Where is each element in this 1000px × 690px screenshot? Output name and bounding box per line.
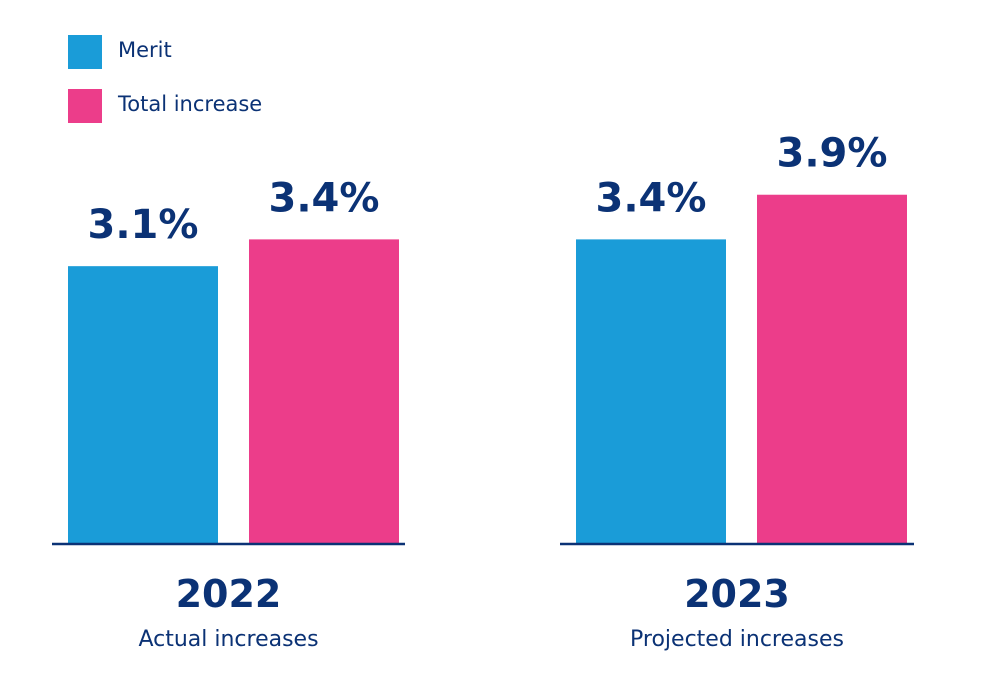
legend-label-merit: Merit: [118, 38, 172, 62]
category-label-2023: 2023: [684, 572, 790, 616]
legend-item-merit: Merit: [68, 35, 172, 69]
bar-merit-2023: [576, 239, 726, 543]
bar-total-increase-2023: [757, 194, 907, 544]
category-subtitle-2022: Actual increases: [138, 627, 318, 652]
data-label-total-increase-2023: 3.9%: [777, 131, 888, 177]
bar-total-increase-2022: [249, 239, 399, 543]
bar-merit-2022: [68, 266, 218, 543]
data-label-merit-2022: 3.1%: [88, 202, 199, 248]
data-label-total-increase-2022: 3.4%: [269, 175, 380, 221]
category-label-2022: 2022: [176, 572, 282, 616]
legend-label-total-increase: Total increase: [118, 92, 263, 116]
legend-swatch-merit: [68, 35, 102, 69]
category-subtitle-2023: Projected increases: [630, 627, 844, 652]
legend-item-total-increase: Total increase: [68, 89, 262, 123]
legend-swatch-total-increase: [68, 89, 102, 123]
data-label-merit-2023: 3.4%: [596, 175, 707, 221]
